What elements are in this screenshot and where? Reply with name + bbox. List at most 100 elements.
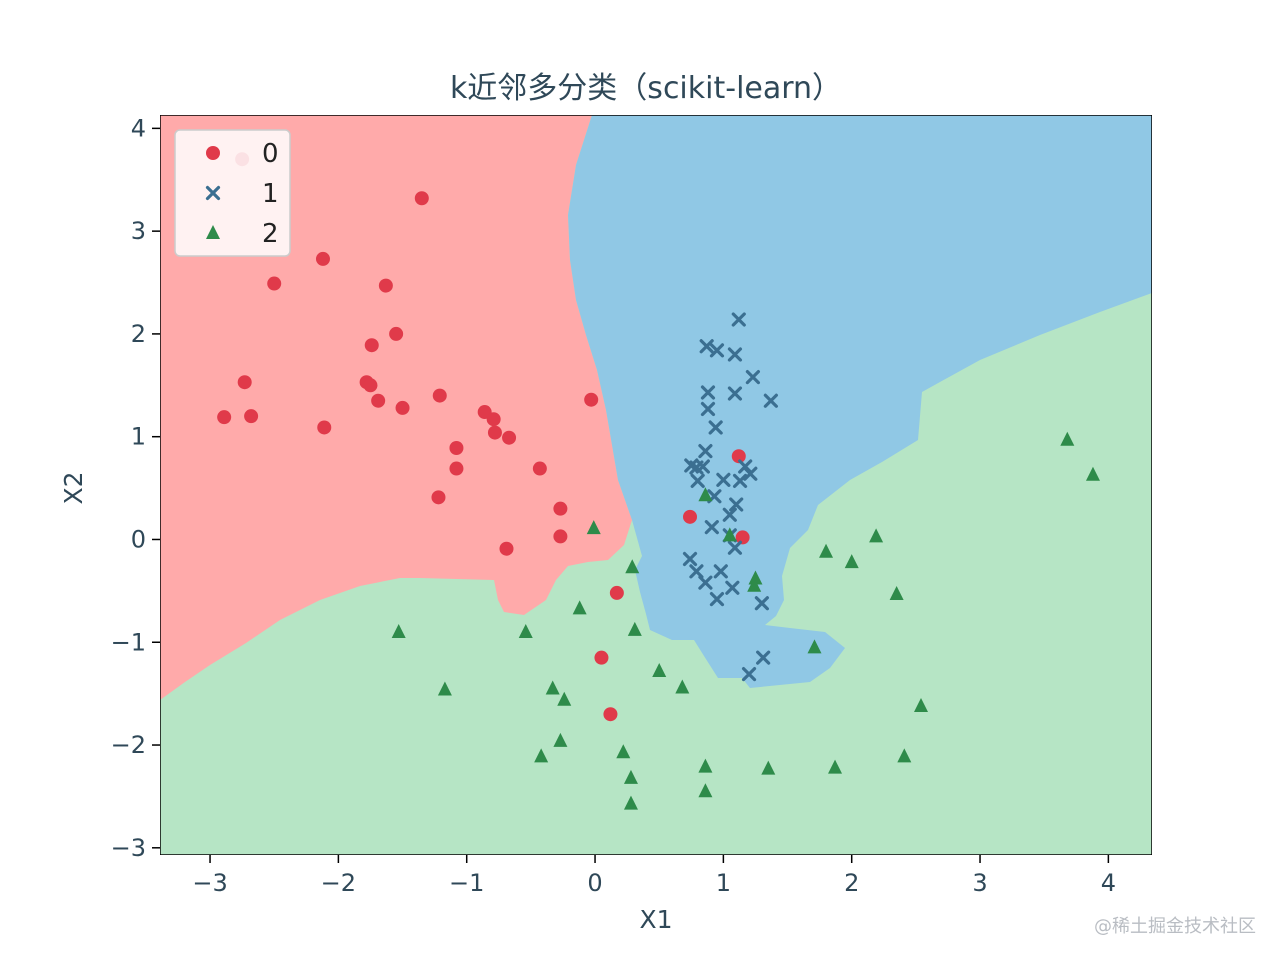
data-point-class-1 xyxy=(698,575,713,590)
data-point-class-2 xyxy=(557,691,572,706)
data-point-class-0 xyxy=(431,490,446,505)
data-point-class-1 xyxy=(756,650,771,665)
region-class-1 xyxy=(568,115,1152,688)
data-point-class-0 xyxy=(237,375,252,390)
data-point-class-0 xyxy=(735,530,750,545)
data-point-class-0 xyxy=(609,585,624,600)
data-point-class-2 xyxy=(698,487,713,502)
data-point-class-0 xyxy=(594,650,609,665)
plot-area xyxy=(160,115,1152,855)
data-point-class-2 xyxy=(807,639,822,654)
data-point-class-2 xyxy=(623,769,638,784)
data-point-class-1 xyxy=(754,596,769,611)
data-point-class-2 xyxy=(545,680,560,695)
data-point-class-1 xyxy=(732,473,748,488)
data-point-class-2 xyxy=(391,623,406,638)
data-point-class-0 xyxy=(584,392,599,407)
data-point-class-2 xyxy=(572,600,587,615)
data-point-class-2 xyxy=(897,748,912,763)
data-point-class-2 xyxy=(698,783,713,798)
legend-label: 2 xyxy=(262,219,279,249)
data-point-class-2 xyxy=(761,760,776,775)
data-point-class-1 xyxy=(713,564,728,579)
data-point-class-0 xyxy=(487,425,502,440)
legend-item-0[interactable]: 0 xyxy=(206,139,279,169)
legend-item-1[interactable]: 1 xyxy=(205,179,279,209)
data-point-class-1 xyxy=(722,507,737,522)
x-tick-label: −2 xyxy=(321,869,356,897)
data-point-class-1 xyxy=(716,472,731,487)
data-point-class-2 xyxy=(698,758,713,773)
legend-marker-0 xyxy=(206,146,220,160)
data-point-class-0 xyxy=(217,410,232,425)
data-point-class-1 xyxy=(763,393,778,408)
y-tick-label: −1 xyxy=(111,628,146,656)
data-point-class-2 xyxy=(652,663,667,678)
data-point-class-0 xyxy=(432,388,447,403)
y-tick-label: 1 xyxy=(131,423,146,451)
data-point-class-2 xyxy=(437,681,452,696)
data-point-class-0 xyxy=(502,430,517,445)
data-point-class-1 xyxy=(743,466,758,481)
y-tick-label: 2 xyxy=(131,320,146,348)
data-point-class-0 xyxy=(553,501,568,516)
y-tick-label: −3 xyxy=(111,834,146,862)
data-point-class-2 xyxy=(616,744,631,759)
data-point-class-1 xyxy=(741,667,757,682)
y-tick-label: 3 xyxy=(131,217,146,245)
data-point-class-1 xyxy=(700,385,716,400)
axes: −3 −2 −1 0 1 2 3 4 −3 −2 −1 0 1 2 3 4 xyxy=(111,114,1116,897)
data-point-class-0 xyxy=(683,509,698,524)
y-axis-label: X2 xyxy=(59,471,88,504)
data-point-class-2 xyxy=(748,570,763,585)
data-point-class-2 xyxy=(828,759,843,774)
data-point-class-1 xyxy=(745,369,760,385)
data-point-class-0 xyxy=(414,191,429,206)
watermark: @稀土掘金技术社区 xyxy=(1094,916,1256,937)
legend-item-2[interactable]: 2 xyxy=(206,219,279,249)
data-point-class-2 xyxy=(675,679,690,694)
x-axis-label: X1 xyxy=(639,905,672,934)
x-tick-label: 3 xyxy=(972,869,987,897)
data-point-class-1 xyxy=(699,339,714,354)
legend-box xyxy=(174,129,291,257)
data-point-class-2 xyxy=(623,795,638,810)
data-point-class-2 xyxy=(518,623,533,638)
x-tick-label: −1 xyxy=(449,869,484,897)
data-point-class-2 xyxy=(722,527,737,542)
data-point-class-1 xyxy=(729,497,744,512)
x-tick-label: 2 xyxy=(844,869,859,897)
data-point-class-0 xyxy=(553,529,568,544)
data-point-class-0 xyxy=(395,400,410,415)
data-point-class-0 xyxy=(378,278,393,293)
data-point-class-0 xyxy=(449,461,464,476)
x-tick-label: −3 xyxy=(192,869,227,897)
data-point-class-2 xyxy=(819,543,834,558)
y-tick-label: 0 xyxy=(131,525,146,553)
data-point-class-1 xyxy=(689,564,704,579)
data-point-class-2 xyxy=(844,554,859,569)
data-point-class-2 xyxy=(586,520,601,535)
data-point-class-1 xyxy=(708,420,723,435)
data-point-class-0 xyxy=(244,409,259,424)
data-point-class-1 xyxy=(700,401,716,417)
data-point-class-0 xyxy=(371,393,386,408)
data-point-class-1 xyxy=(731,312,746,327)
data-point-class-0 xyxy=(499,541,514,556)
data-point-class-0 xyxy=(486,412,501,427)
data-point-class-1 xyxy=(727,540,743,555)
data-point-class-1 xyxy=(695,459,710,474)
data-point-class-2 xyxy=(1085,466,1100,481)
data-point-class-0 xyxy=(389,326,404,341)
legend-marker-2 xyxy=(206,225,220,239)
data-point-class-1 xyxy=(727,347,743,362)
y-tick-label: −2 xyxy=(111,731,146,759)
data-point-class-1 xyxy=(727,386,743,401)
data-point-class-0 xyxy=(363,378,378,393)
data-point-class-2 xyxy=(627,621,642,636)
chart-title: k近邻多分类（scikit-learn） xyxy=(450,71,842,106)
legend[interactable]: 0 1 2 xyxy=(174,129,291,257)
data-point-class-1 xyxy=(709,343,725,358)
data-point-class-2 xyxy=(747,577,762,592)
data-point-class-1 xyxy=(704,520,719,535)
